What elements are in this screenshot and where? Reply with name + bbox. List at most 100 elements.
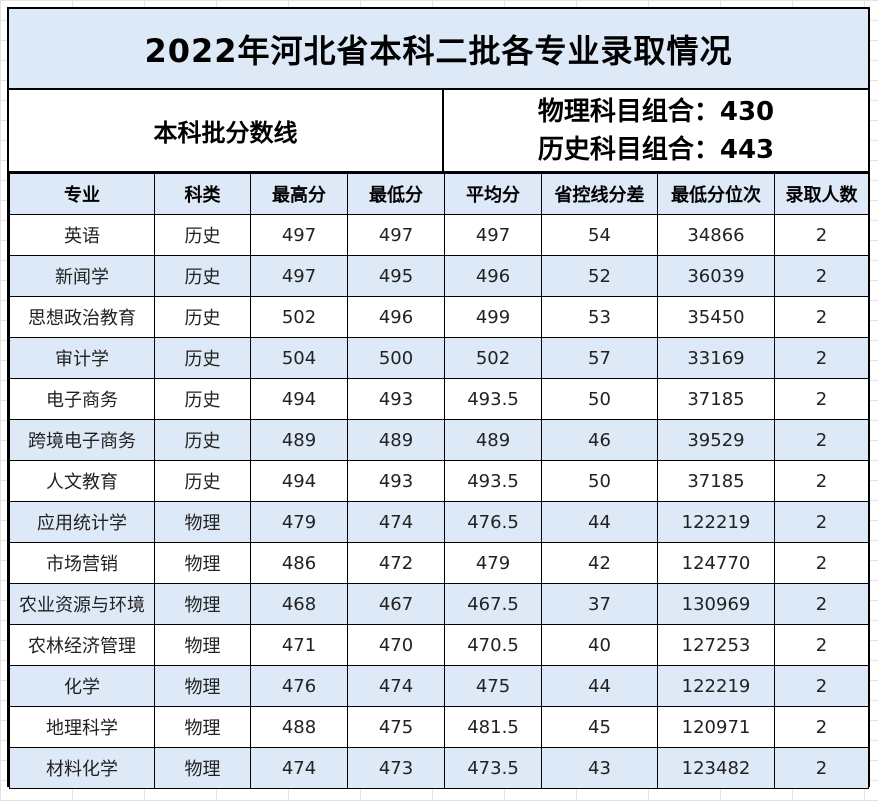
table-row: 跨境电子商务 历史 489 489 489 46 39529 2 [9, 419, 869, 461]
cell-diff: 50 [541, 378, 658, 420]
table-body: 英语 历史 497 497 497 54 34866 2 新闻学 历史 497 495 496 52 360… [9, 214, 869, 789]
cell-subject: 历史 [154, 460, 251, 502]
cell-min: 497 [347, 214, 445, 256]
cell-min: 489 [347, 419, 445, 461]
cell-min: 470 [347, 624, 445, 666]
cell-min: 474 [347, 501, 445, 543]
cell-avg: 499 [444, 296, 542, 338]
cell-min: 472 [347, 542, 445, 584]
cell-major: 人文教育 [9, 460, 155, 502]
cell-diff: 40 [541, 624, 658, 666]
cutoff-history-label: 历史科目组合： [537, 134, 720, 165]
cell-diff: 46 [541, 419, 658, 461]
cutoff-physics-value: 430 [719, 96, 775, 127]
header-row: 专业 科类 最高分 最低分 平均分 省控线分差 最低分位次 录取人数 [9, 173, 869, 215]
cell-max: 479 [250, 501, 348, 543]
cell-rank: 124770 [657, 542, 775, 584]
cell-major: 材料化学 [9, 747, 155, 789]
cell-rank: 36039 [657, 255, 775, 297]
cell-major: 思想政治教育 [9, 296, 155, 338]
batch-cutoff-label: 本科批分数线 [9, 90, 444, 173]
header-col-subject: 科类 [154, 173, 251, 215]
cell-diff: 37 [541, 583, 658, 625]
cell-count: 2 [774, 419, 869, 461]
table-row: 地理科学 物理 488 475 481.5 45 120971 2 [9, 706, 869, 748]
cell-avg: 467.5 [444, 583, 542, 625]
header-col-max: 最高分 [250, 173, 348, 215]
cell-rank: 35450 [657, 296, 775, 338]
header-col-rank: 最低分位次 [657, 173, 775, 215]
cell-avg: 476.5 [444, 501, 542, 543]
cell-subject: 物理 [154, 542, 251, 584]
table-row: 材料化学 物理 474 473 473.5 43 123482 2 [9, 747, 869, 789]
cell-count: 2 [774, 337, 869, 379]
header-col-diff: 省控线分差 [541, 173, 658, 215]
cell-count: 2 [774, 665, 869, 707]
cell-min: 493 [347, 460, 445, 502]
cutoff-history: 历史科目组合：443 [538, 131, 774, 169]
header-col-min: 最低分 [347, 173, 445, 215]
cell-subject: 历史 [154, 255, 251, 297]
cell-max: 497 [250, 214, 348, 256]
cell-avg: 493.5 [444, 378, 542, 420]
cell-avg: 502 [444, 337, 542, 379]
cell-max: 504 [250, 337, 348, 379]
cell-max: 502 [250, 296, 348, 338]
cell-count: 2 [774, 378, 869, 420]
cell-subject: 物理 [154, 665, 251, 707]
cell-subject: 历史 [154, 419, 251, 461]
cell-major: 电子商务 [9, 378, 155, 420]
cell-rank: 37185 [657, 378, 775, 420]
cell-diff: 53 [541, 296, 658, 338]
cell-max: 474 [250, 747, 348, 789]
cell-diff: 54 [541, 214, 658, 256]
cell-rank: 120971 [657, 706, 775, 748]
cutoff-history-value: 443 [719, 134, 775, 165]
cell-min: 500 [347, 337, 445, 379]
cell-diff: 44 [541, 665, 658, 707]
cell-max: 489 [250, 419, 348, 461]
cell-count: 2 [774, 296, 869, 338]
cutoff-scores: 物理科目组合：430 历史科目组合：443 [444, 90, 868, 173]
cell-count: 2 [774, 706, 869, 748]
cell-max: 497 [250, 255, 348, 297]
cell-min: 493 [347, 378, 445, 420]
cell-subject: 物理 [154, 501, 251, 543]
cell-diff: 45 [541, 706, 658, 748]
admission-table: 2022年河北省本科二批各专业录取情况 本科批分数线 物理科目组合：430 历史… [7, 7, 870, 789]
cell-major: 市场营销 [9, 542, 155, 584]
cell-max: 476 [250, 665, 348, 707]
cell-min: 474 [347, 665, 445, 707]
cell-subject: 历史 [154, 214, 251, 256]
cell-max: 486 [250, 542, 348, 584]
cell-max: 494 [250, 460, 348, 502]
cell-rank: 34866 [657, 214, 775, 256]
cell-diff: 42 [541, 542, 658, 584]
cell-max: 488 [250, 706, 348, 748]
cell-min: 467 [347, 583, 445, 625]
cutoff-physics-label: 物理科目组合： [537, 96, 720, 127]
table-row: 人文教育 历史 494 493 493.5 50 37185 2 [9, 460, 869, 502]
cell-avg: 489 [444, 419, 542, 461]
cell-max: 494 [250, 378, 348, 420]
cell-max: 471 [250, 624, 348, 666]
table-row: 电子商务 历史 494 493 493.5 50 37185 2 [9, 378, 869, 420]
cell-diff: 44 [541, 501, 658, 543]
cell-avg: 496 [444, 255, 542, 297]
header-col-count: 录取人数 [774, 173, 869, 215]
cell-major: 地理科学 [9, 706, 155, 748]
cell-avg: 497 [444, 214, 542, 256]
cell-major: 新闻学 [9, 255, 155, 297]
scores-grid: 专业 科类 最高分 最低分 平均分 省控线分差 最低分位次 录取人数 英语 历史 497 497 49… [9, 173, 869, 789]
cell-avg: 470.5 [444, 624, 542, 666]
cell-max: 468 [250, 583, 348, 625]
cell-major: 应用统计学 [9, 501, 155, 543]
table-row: 英语 历史 497 497 497 54 34866 2 [9, 214, 869, 256]
cell-count: 2 [774, 542, 869, 584]
table-row: 农业资源与环境 物理 468 467 467.5 37 130969 2 [9, 583, 869, 625]
cell-count: 2 [774, 624, 869, 666]
header-col-major: 专业 [9, 173, 155, 215]
table-row: 新闻学 历史 497 495 496 52 36039 2 [9, 255, 869, 297]
cell-count: 2 [774, 460, 869, 502]
table-row: 化学 物理 476 474 475 44 122219 2 [9, 665, 869, 707]
